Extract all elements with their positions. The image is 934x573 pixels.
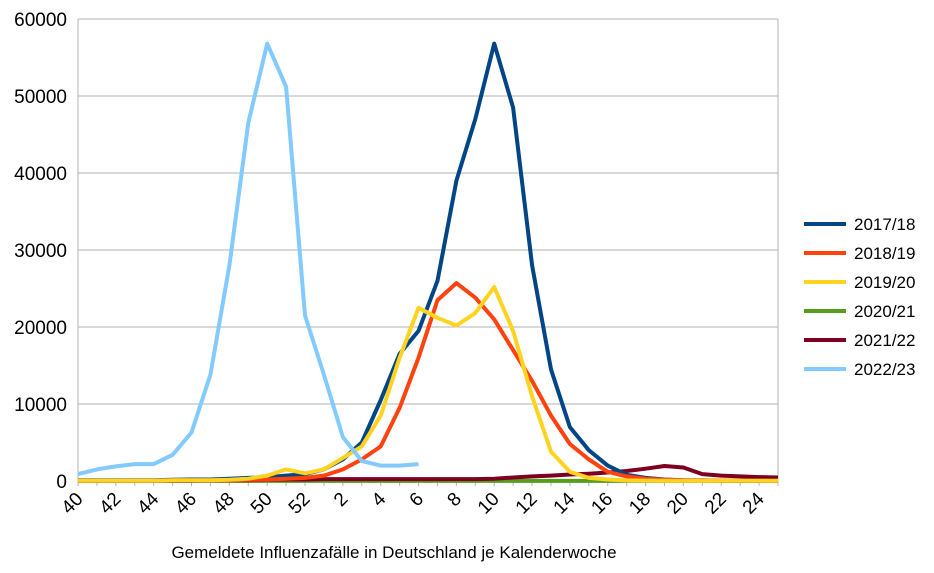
x-tick-label: 4: [368, 488, 391, 511]
x-tick-label: 52: [285, 489, 315, 519]
x-tick-label: 42: [96, 489, 126, 519]
x-tick-label: 2: [330, 489, 352, 511]
legend-label: 2020/21: [854, 302, 915, 321]
x-tick-label: 14: [550, 488, 580, 518]
series-lines: [77, 41, 779, 483]
x-tick-label: 8: [444, 489, 466, 511]
x-tick-label: 50: [247, 489, 277, 519]
y-tick-label: 50000: [14, 87, 67, 108]
x-tick-label: 6: [406, 489, 428, 511]
legend: 2017/18 2018/19 2019/20 2020/21 2021/22 2022/…: [804, 215, 915, 379]
x-tick-label: 44: [133, 488, 163, 518]
y-tick-label: 0: [56, 472, 67, 493]
x-tick-label: 24: [739, 488, 769, 518]
series-line-2022-23: [77, 41, 419, 477]
x-tick-label: 22: [701, 489, 731, 519]
x-tick-label: 20: [663, 489, 693, 519]
x-tick-label: 10: [474, 489, 504, 519]
x-tick-label: 16: [587, 489, 617, 519]
y-tick-label: 20000: [14, 318, 67, 339]
x-tick-label: 48: [209, 489, 239, 519]
x-tick-label: 40: [58, 489, 88, 519]
y-tick-label: 10000: [14, 395, 67, 416]
x-tick-label: 46: [171, 489, 201, 519]
x-tick-label: 18: [625, 489, 655, 519]
x-tick-label: 12: [512, 489, 542, 519]
legend-label: 2018/19: [854, 244, 915, 263]
y-tick-label: 60000: [14, 10, 67, 31]
legend-label: 2022/23: [854, 360, 915, 379]
x-axis-label: Gemeldete Influenzafälle in Deutschland …: [171, 543, 616, 562]
legend-label: 2021/22: [854, 331, 915, 350]
legend-label: 2019/20: [854, 273, 915, 292]
legend-label: 2017/18: [854, 215, 915, 234]
series-line-2019-20: [78, 285, 778, 483]
x-axis-ticks: 40 42 44 46 48 50 52 2 4 6 8 10 12 14 16 18 20 22 24: [58, 481, 779, 519]
y-tick-label: 30000: [14, 241, 67, 262]
y-tick-label: 40000: [14, 164, 67, 185]
y-axis-ticks: 0 10000 20000 30000 40000 50000 60000: [14, 10, 67, 493]
